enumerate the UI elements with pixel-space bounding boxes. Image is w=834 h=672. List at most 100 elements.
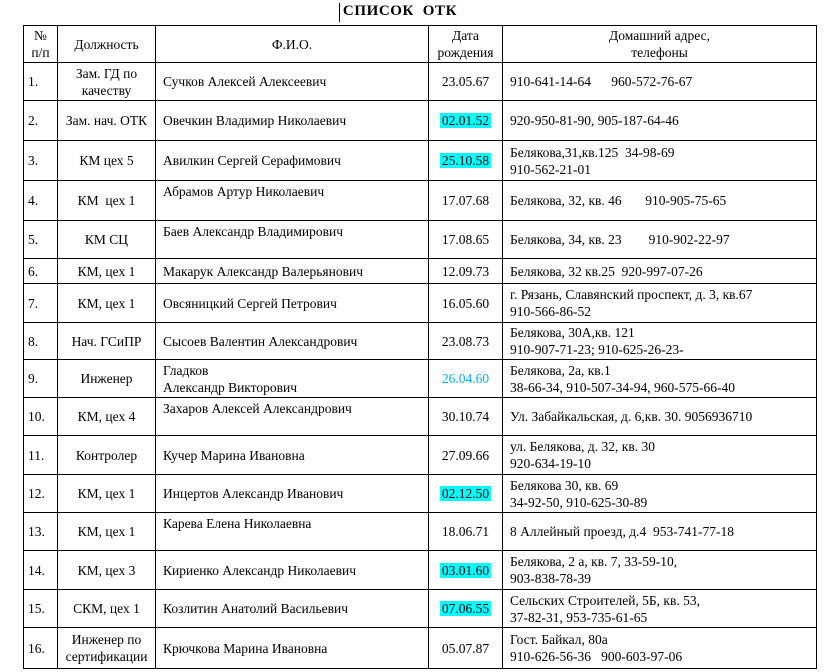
cell-address: Белякова, 32 кв.25 920-997-07-26 [502,258,817,284]
table-row: 14. КМ, цех 3 Кириенко Александр Николаеви… [23,550,817,590]
birthdate-value: 30.10.74 [441,409,490,424]
table-row: 2. Зам. нач. ОТК Овечкин Владимир Николаев… [23,100,817,141]
cell-number: 5. [23,220,58,259]
table-row: 12. КМ, цех 1 Инцертов Александр Иванович 0… [23,474,817,513]
cell-number: 11. [23,435,58,475]
table-body: 1. Зам. ГД по качеству Сучков Алексей Алек… [23,62,817,669]
cell-address: Белякова, 30А,кв. 121 910-907-71-23; 910… [502,322,817,360]
col-header-address: Домашний адрес, телефоны [502,25,817,63]
cell-name: Абрамов Артур Николаевич [155,180,429,221]
cell-number: 14. [23,550,58,590]
table-row: 4. КМ цех 1 Абрамов Артур Николаевич 17.07.… [23,180,817,221]
birthdate-value: 27.09.66 [441,447,490,463]
cell-birthdate: 26.04.60 [428,359,503,398]
cell-position: КМ цех 5 [57,140,156,181]
birthdate-value: 18.06.71 [441,524,490,539]
birthdate-value: 26.04.60 [441,371,490,386]
birthdate-value: 25.10.58 [439,153,492,168]
table-row: 3. КМ цех 5 Авилкин Сергей Серафимович 25.1… [23,140,817,181]
cell-name: Карева Елена Николаевна [155,512,429,551]
cell-address: Белякова, 34, кв. 23 910-902-22-97 [502,220,817,259]
cell-position: Зам. нач. ОТК [57,100,156,141]
cell-address: Белякова, 2 а, кв. 7, 33-59-10, 903-838-… [502,550,817,590]
birthdate-value: 02.01.52 [439,113,492,128]
cell-number: 2. [23,100,58,141]
cell-address: Белякова 30, кв. 69 34-92-50, 910-625-30… [502,474,817,513]
cell-number: 1. [23,62,58,101]
birthdate-value: 17.07.68 [441,193,490,208]
col-header-name: Ф.И.О. [155,25,429,63]
cell-name: Сысоев Валентин Александрович [155,322,429,360]
cell-number: 7. [23,283,58,323]
cell-birthdate: 03.01.60 [428,550,503,590]
cell-name: Сучков Алексей Алексеевич [155,62,429,101]
table-row: 11. Контролер Кучер Марина Ивановна 27.09.6… [23,435,817,475]
birthdate-value: 07.06.55 [439,601,492,616]
cell-number: 8. [23,322,58,360]
cell-position: КМ СЦ [57,220,156,259]
cell-number: 15. [23,589,58,628]
table-row: 9. Инженер Гладков Александр Викторович 26.… [23,359,817,398]
cell-number: 6. [23,258,58,284]
cell-birthdate: 05.07.87 [428,627,503,669]
otk-list-table: № п/п Должность Ф.И.О. Дата рождения Дом… [23,25,817,669]
cell-name: Овечкин Владимир Николаевич [155,100,429,141]
cell-address: Белякова,31,кв.125 34-98-69 910-562-21-0… [502,140,817,181]
col-header-birthdate: Дата рождения [428,25,503,63]
cell-birthdate: 17.07.68 [428,180,503,221]
table-row: 16. Инженер по сертификации Крючкова Марин… [23,627,817,669]
cell-number: 4. [23,180,58,221]
cell-position: КМ, цех 1 [57,258,156,284]
cell-birthdate: 25.10.58 [428,140,503,181]
cell-birthdate: 16.05.60 [428,283,503,323]
table-row: 1. Зам. ГД по качеству Сучков Алексей Алек… [23,62,817,101]
cell-name: Макарук Александр Валерьянович [155,258,429,284]
cell-birthdate: 07.06.55 [428,589,503,628]
cell-position: Инженер по сертификации [57,627,156,669]
table-row: 6. КМ, цех 1 Макарук Александр Валерьянови… [23,258,817,284]
cell-name: Кириенко Александр Николаевич [155,550,429,590]
cell-position: СКМ, цех 1 [57,589,156,628]
cell-address: Сельских Строителей, 5Б, кв. 53, 37-82-3… [502,589,817,628]
birthdate-value: 23.05.67 [441,74,490,89]
table-row: 15. СКМ, цех 1 Козлитин Анатолий Васильеви… [23,589,817,628]
cell-address: 920-950-81-90, 905-187-64-46 [502,100,817,141]
cell-address: г. Рязань, Славянский проспект, д. 3, кв… [502,283,817,323]
page-title: СПИСОК ОТК [342,3,458,19]
cell-name: Кучер Марина Ивановна [155,435,429,475]
cell-name: Овсяницкий Сергей Петрович [155,283,429,323]
birthdate-value: 05.07.87 [441,640,490,656]
cell-birthdate: 02.12.50 [428,474,503,513]
cell-birthdate: 17.08.65 [428,220,503,259]
col-header-position: Должность [57,25,156,63]
cell-number: 16. [23,627,58,669]
birthdate-value: 16.05.60 [441,295,490,311]
cell-position: Зам. ГД по качеству [57,62,156,101]
cell-address: Ул. Забайкальская, д. 6,кв. 30. 90569367… [502,397,817,436]
text-cursor [339,3,340,22]
cell-name: Инцертов Александр Иванович [155,474,429,513]
cell-position: КМ цех 1 [57,180,156,221]
birthdate-value: 03.01.60 [439,562,492,578]
cell-position: Контролер [57,435,156,475]
cell-birthdate: 02.01.52 [428,100,503,141]
table-row: 8. Нач. ГСиПР Сысоев Валентин Александрови… [23,322,817,360]
birthdate-value: 02.12.50 [439,486,492,501]
cell-address: Белякова, 2а, кв.1 38-66-34, 910-507-34-… [502,359,817,398]
cell-birthdate: 27.09.66 [428,435,503,475]
cell-position: КМ, цех 1 [57,283,156,323]
cell-address: ул. Белякова, д. 32, кв. 30 920-634-19-1… [502,435,817,475]
table-row: 10. КМ, цех 4 Захаров Алексей Александрови… [23,397,817,436]
cell-number: 10. [23,397,58,436]
cell-position: КМ, цех 4 [57,397,156,436]
col-header-number: № п/п [23,25,58,63]
table-header-row: № п/п Должность Ф.И.О. Дата рождения Дом… [23,25,817,63]
cell-number: 12. [23,474,58,513]
cell-name: Авилкин Сергей Серафимович [155,140,429,181]
birthdate-value: 23.08.73 [441,333,490,349]
cell-name: Захаров Алексей Александрович [155,397,429,436]
table-row: 5. КМ СЦ Баев Александр Владимирович 17.08.… [23,220,817,259]
cell-address: Белякова, 32, кв. 46 910-905-75-65 [502,180,817,221]
cell-name: Баев Александр Владимирович [155,220,429,259]
